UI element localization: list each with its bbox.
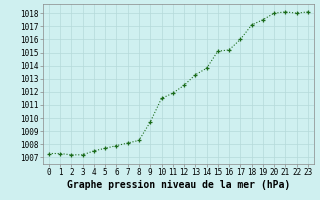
X-axis label: Graphe pression niveau de la mer (hPa): Graphe pression niveau de la mer (hPa): [67, 180, 290, 190]
